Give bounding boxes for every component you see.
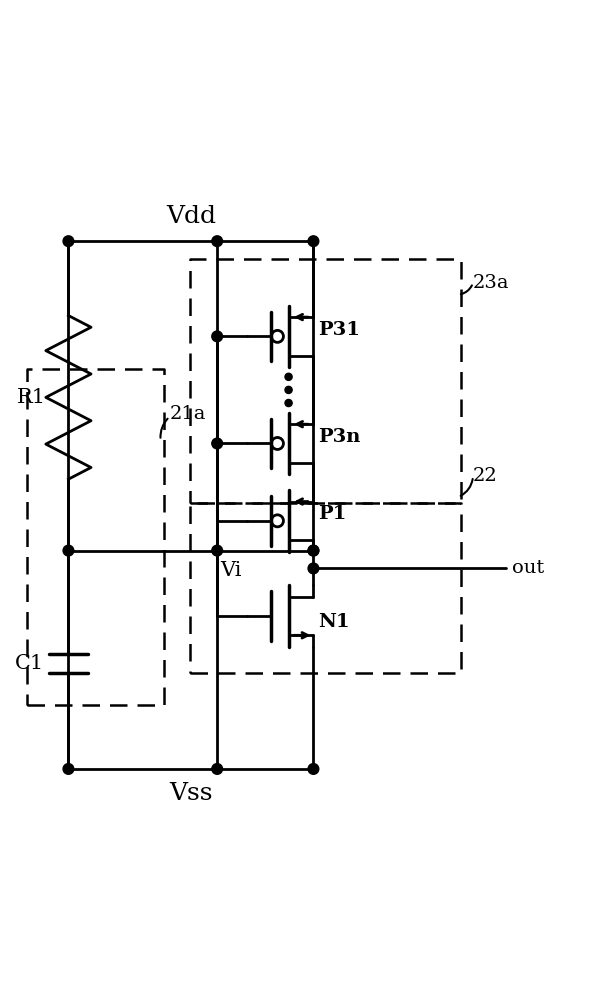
Text: P1: P1 [318,505,346,523]
Circle shape [308,545,319,556]
Circle shape [308,563,319,574]
Circle shape [308,236,319,247]
Circle shape [63,236,74,247]
Circle shape [63,764,74,774]
Text: C1: C1 [15,654,45,673]
Circle shape [285,399,292,407]
Text: 23a: 23a [473,274,509,292]
Circle shape [308,545,319,556]
Circle shape [63,545,74,556]
Text: 21a: 21a [170,405,206,423]
Circle shape [212,545,223,556]
Text: out: out [512,559,544,577]
Text: R1: R1 [17,388,46,407]
Circle shape [285,386,292,393]
Circle shape [308,764,319,774]
Text: P31: P31 [318,321,360,339]
Text: Vi: Vi [220,561,242,580]
Text: Vss: Vss [169,782,212,805]
Text: N1: N1 [318,613,349,631]
Circle shape [285,373,292,380]
Text: 22: 22 [473,467,498,485]
Circle shape [212,438,223,449]
Circle shape [212,764,223,774]
Text: Vdd: Vdd [166,205,216,228]
Text: P3n: P3n [318,428,360,446]
Circle shape [212,331,223,342]
Circle shape [212,236,223,247]
